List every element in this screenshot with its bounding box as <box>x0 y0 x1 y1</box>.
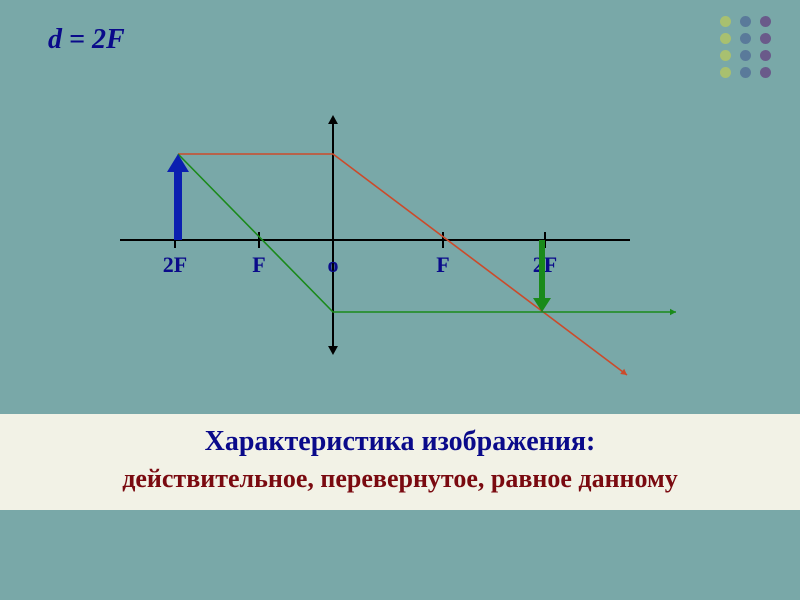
decor-dot <box>740 16 751 27</box>
axis-label: 2F <box>163 252 187 277</box>
decor-dot <box>740 50 751 61</box>
decor-dot <box>740 33 751 44</box>
decor-dot <box>720 33 731 44</box>
caption-description: действительное, перевернутое, равное дан… <box>0 464 800 494</box>
slide-stage: 2FFoF2Fd = 2FХарактеристика изображения:… <box>0 0 800 600</box>
caption-title: Характеристика изображения: <box>0 426 800 458</box>
decor-dot <box>720 16 731 27</box>
decor-dot <box>720 67 731 78</box>
decor-dot <box>760 16 771 27</box>
decor-dot <box>740 67 751 78</box>
axis-label: o <box>328 252 339 277</box>
decor-dot <box>760 50 771 61</box>
decor-dot <box>720 50 731 61</box>
decor-dot-column <box>740 16 751 78</box>
formula-text: d = 2F <box>48 24 125 56</box>
decor-dot <box>760 33 771 44</box>
decor-dot <box>760 67 771 78</box>
decor-dot-column <box>720 16 731 78</box>
diagram-svg: 2FFoF2F <box>0 0 800 600</box>
axis-label: F <box>252 252 265 277</box>
ray-parallel-then-focus <box>178 154 627 375</box>
decor-dot-column <box>760 16 771 78</box>
caption: Характеристика изображения: действительно… <box>0 426 800 494</box>
ray-through-focus-then-parallel <box>178 154 676 312</box>
axis-label: F <box>436 252 449 277</box>
